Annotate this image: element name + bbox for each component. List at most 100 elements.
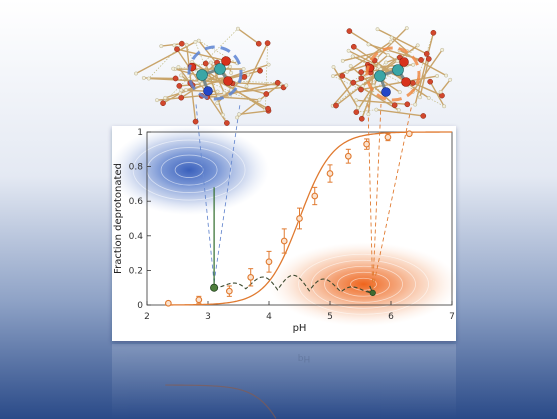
protonated-contour [132,139,246,201]
hydrogen-atom [134,71,138,76]
oxygen-atom [358,115,365,122]
x-axis-label: pH [293,323,307,334]
hydrogen-atom [389,35,394,40]
water-bond [377,28,428,55]
y-tick-label: 1 [137,128,143,138]
oxygen-atom [241,74,248,80]
molecule-cluster-left [134,26,289,126]
hydrogen-atom [178,91,183,96]
hydrogen-atom [200,82,205,86]
hydrogen-atom [404,26,409,31]
oxygen-atom [358,75,365,82]
hydrogen-atom [228,64,232,69]
y-axis-label: Fraction deprotonated [113,163,124,274]
water-bond [332,66,359,109]
hydrogen-atom [354,98,359,103]
oxygen-atom [358,69,365,75]
water-bond [356,99,408,105]
deprotonated-contour [350,277,377,291]
hydrogen-atom [155,98,159,103]
oxygen-atom [358,86,364,93]
right-state-marker [369,289,376,296]
data-point [311,192,319,200]
hydrogen-atom [237,112,242,117]
oxygen-atom [202,60,209,67]
highlight-ring [365,46,421,102]
oxygen-atom [353,109,360,115]
oxygen-atom [423,50,430,57]
water-bond [332,63,369,77]
molecule-illustrations [134,26,453,126]
water-bond [332,82,354,107]
oxygen-atom [350,43,357,50]
hydrogen-atom [196,38,201,43]
hydrogen-atom [415,43,420,48]
plot-data [165,130,452,307]
water-bond [245,42,269,87]
oxygen-atom [350,79,357,86]
hydrogen-atom [440,47,445,52]
y-ticks: 0 0.2 0.4 0.6 0.8 1 [129,128,151,311]
water-bond [237,28,260,45]
hydrogen-atom [413,102,418,107]
data-point [265,258,273,266]
x-tick-label: 4 [266,312,272,322]
carbon-atom [214,63,226,75]
hydrogen-atom [435,74,440,78]
axes: 2 3 4 5 6 7 0 0.2 0.4 0.6 0.8 1 pH Fraction deprot… [113,128,455,334]
oxygen-atom [430,29,437,36]
water-bond [399,49,447,77]
hydrogen-bond [148,43,183,79]
oxygen-atom [263,91,270,97]
hydrogen-atom [236,26,240,31]
hydrogen-atom [384,60,388,65]
hydrogen-bond [195,41,228,124]
carbon-atom [374,70,386,82]
hydrogen-atom [176,65,181,69]
oxygen-atom [339,73,346,79]
data-point [195,296,203,304]
y-tick-label: 0.4 [129,232,144,242]
protonated-contour [160,154,218,186]
data-point [384,133,392,141]
hydrogen-atom [388,39,393,44]
hydrogen-bond [162,28,239,104]
highlight-ring [187,45,243,101]
data-point [363,140,370,148]
hydrogen-bond [356,109,377,113]
water-bond [135,41,196,75]
hydrogen-atom [208,60,213,65]
hydrogen-atom [179,73,184,78]
oxygen-atom [401,77,411,87]
hydrogen-atom [397,90,402,95]
water-bond [440,79,451,93]
water-bond [156,86,284,101]
hydrogen-atom [346,48,351,53]
data-point [226,287,233,295]
y-tick-label: 0.6 [129,197,144,207]
x-tick-label: 3 [205,312,211,322]
data-point [405,130,413,138]
reflected-xlabel: pH [298,353,310,363]
chart-reflection: pH [112,344,456,419]
right-connector-line [372,103,413,290]
water-bond [376,108,424,117]
water-bond [210,62,225,94]
hydrogen-atom [375,27,380,32]
hydrogen-atom [246,72,251,77]
hydrogen-atom [184,42,189,47]
hydrogen-atom [141,76,146,80]
oxygen-atom [160,100,166,107]
hydrogen-atom [257,97,262,102]
data-point [165,299,172,307]
oxygen-atom [274,79,281,86]
hydrogen-atom [345,69,349,74]
hydrogen-atom [366,112,371,117]
oxygen-atom [172,75,179,82]
hydrogen-atom [159,44,164,49]
deprotonated-contour [324,265,403,303]
hydrogen-atom [215,89,220,94]
water-bond [238,110,269,116]
oxygen-atom [333,102,339,109]
oxygen-atom [192,118,199,125]
